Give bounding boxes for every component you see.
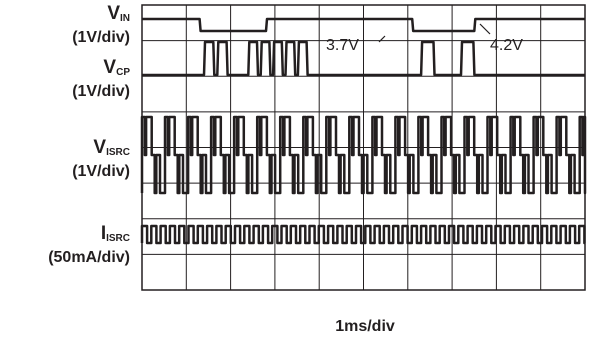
iisrc-label: IISRC (50mA/div) [0, 224, 130, 267]
trace-vin [142, 17, 585, 33]
iisrc-label-symbol: I [100, 223, 107, 244]
vin-label-symbol: V [107, 3, 120, 24]
vcp-label: VCP (1V/div) [0, 58, 130, 101]
vin-label-subscript: IN [120, 13, 130, 24]
trace-vcp [142, 40, 585, 77]
vin-label: VIN (1V/div) [0, 4, 130, 47]
vcp-label-scale: (1V/div) [72, 83, 130, 100]
annotation-3v7: 3.7V [326, 37, 359, 54]
vin-label-scale: (1V/div) [72, 29, 130, 46]
traces [140, 17, 587, 245]
vcp-label-subscript: CP [116, 67, 130, 78]
visrc-label: VISRC (1V/div) [0, 138, 130, 181]
annotation-4v2: 4.2V [490, 37, 523, 54]
vcp-label-symbol: V [103, 57, 117, 78]
iisrc-label-scale: (50mA/div) [48, 249, 130, 266]
visrc-label-subscript: ISRC [106, 147, 130, 158]
visrc-label-scale: (1V/div) [72, 163, 130, 180]
annotation-pointer-4v2 [479, 23, 491, 35]
trace-visrc [140, 115, 587, 195]
trace-iisrc [140, 224, 586, 245]
x-axis-label: 1ms/div [335, 318, 395, 335]
iisrc-label-subscript: ISRC [106, 233, 130, 244]
visrc-label-symbol: V [93, 137, 107, 158]
annotation-pointer-3v7 [378, 35, 386, 43]
